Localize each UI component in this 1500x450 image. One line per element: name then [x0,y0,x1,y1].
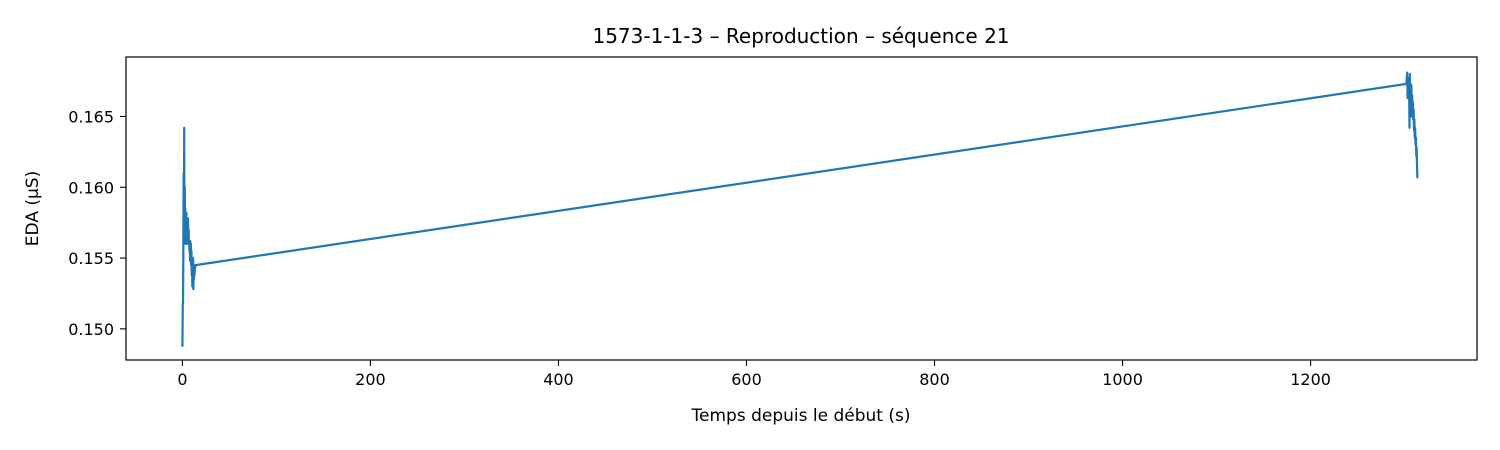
y-axis: 0.150 0.155 0.160 0.165 [68,107,126,339]
x-tick-label: 1000 [1102,370,1143,389]
x-tick-label: 800 [919,370,950,389]
x-axis-label: Temps depuis le début (s) [691,406,911,426]
x-tick-label: 1200 [1290,370,1331,389]
x-tick-label: 200 [355,370,386,389]
y-tick-label: 0.155 [68,249,114,268]
y-tick-label: 0.150 [68,320,114,339]
x-tick-label: 600 [731,370,762,389]
y-axis-label: EDA (µS) [23,171,43,246]
x-axis: 0 200 400 600 800 1000 1200 [177,360,1331,389]
chart-title: 1573-1-1-3 – Reproduction – séquence 21 [592,24,1009,48]
x-tick-label: 400 [543,370,574,389]
x-tick-label: 0 [177,370,187,389]
data-layer [181,71,1419,347]
plot-frame [125,56,1478,361]
y-tick-label: 0.165 [68,107,114,126]
series-line-0 [181,71,1419,347]
y-tick-label: 0.160 [68,178,114,197]
